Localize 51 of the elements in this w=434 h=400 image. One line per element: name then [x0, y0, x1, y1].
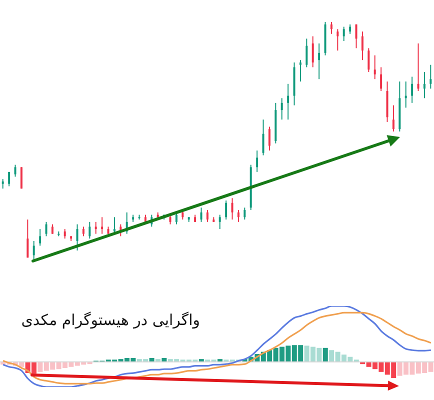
candlestick — [355, 24, 358, 49]
candlestick — [64, 228, 66, 240]
bar — [322, 348, 328, 362]
candlestick — [280, 98, 283, 120]
candlestick — [45, 221, 48, 237]
candlestick — [336, 28, 339, 52]
candlestick — [423, 71, 426, 99]
candlestick — [262, 119, 264, 156]
candlestick — [14, 164, 16, 178]
candlestick — [218, 214, 221, 230]
candlestick — [225, 200, 228, 220]
candlestick — [287, 83, 290, 120]
candlestick — [76, 224, 78, 251]
candlestick — [51, 224, 54, 234]
candlestick — [299, 60, 302, 82]
candlestick — [231, 198, 234, 220]
candlestick — [430, 64, 432, 90]
candlestick — [88, 221, 91, 240]
candlestick — [26, 219, 29, 258]
candlestick — [101, 216, 104, 234]
candlestick — [330, 22, 332, 34]
candlestick — [318, 42, 320, 80]
candlestick — [20, 166, 22, 190]
candlestick — [39, 228, 42, 246]
candlestick — [380, 66, 382, 92]
candlestick — [32, 240, 35, 260]
candlestick — [256, 150, 258, 172]
candlestick — [361, 31, 364, 61]
candlestick — [94, 221, 97, 234]
candlestick — [206, 210, 208, 222]
candlestick — [374, 54, 376, 80]
candlestick — [306, 38, 308, 68]
candlestick — [342, 26, 345, 42]
candlestick — [169, 214, 172, 225]
candlestick — [82, 226, 84, 237]
candlestick — [312, 36, 314, 68]
candlestick — [417, 42, 420, 92]
candlestick — [349, 24, 352, 34]
candlestick — [244, 207, 246, 220]
candlestick — [8, 171, 10, 187]
bar — [162, 358, 167, 362]
candlestick — [2, 178, 4, 190]
chart-title: واگرایی در هیستوگرام مکدی — [21, 311, 200, 329]
candlestick — [411, 76, 414, 104]
candlestick — [368, 48, 370, 72]
candlestick — [113, 216, 116, 234]
candlestick — [392, 104, 394, 132]
candlestick — [200, 207, 202, 222]
bar — [149, 358, 154, 362]
candlestick — [268, 126, 270, 152]
candlestick — [237, 210, 240, 222]
